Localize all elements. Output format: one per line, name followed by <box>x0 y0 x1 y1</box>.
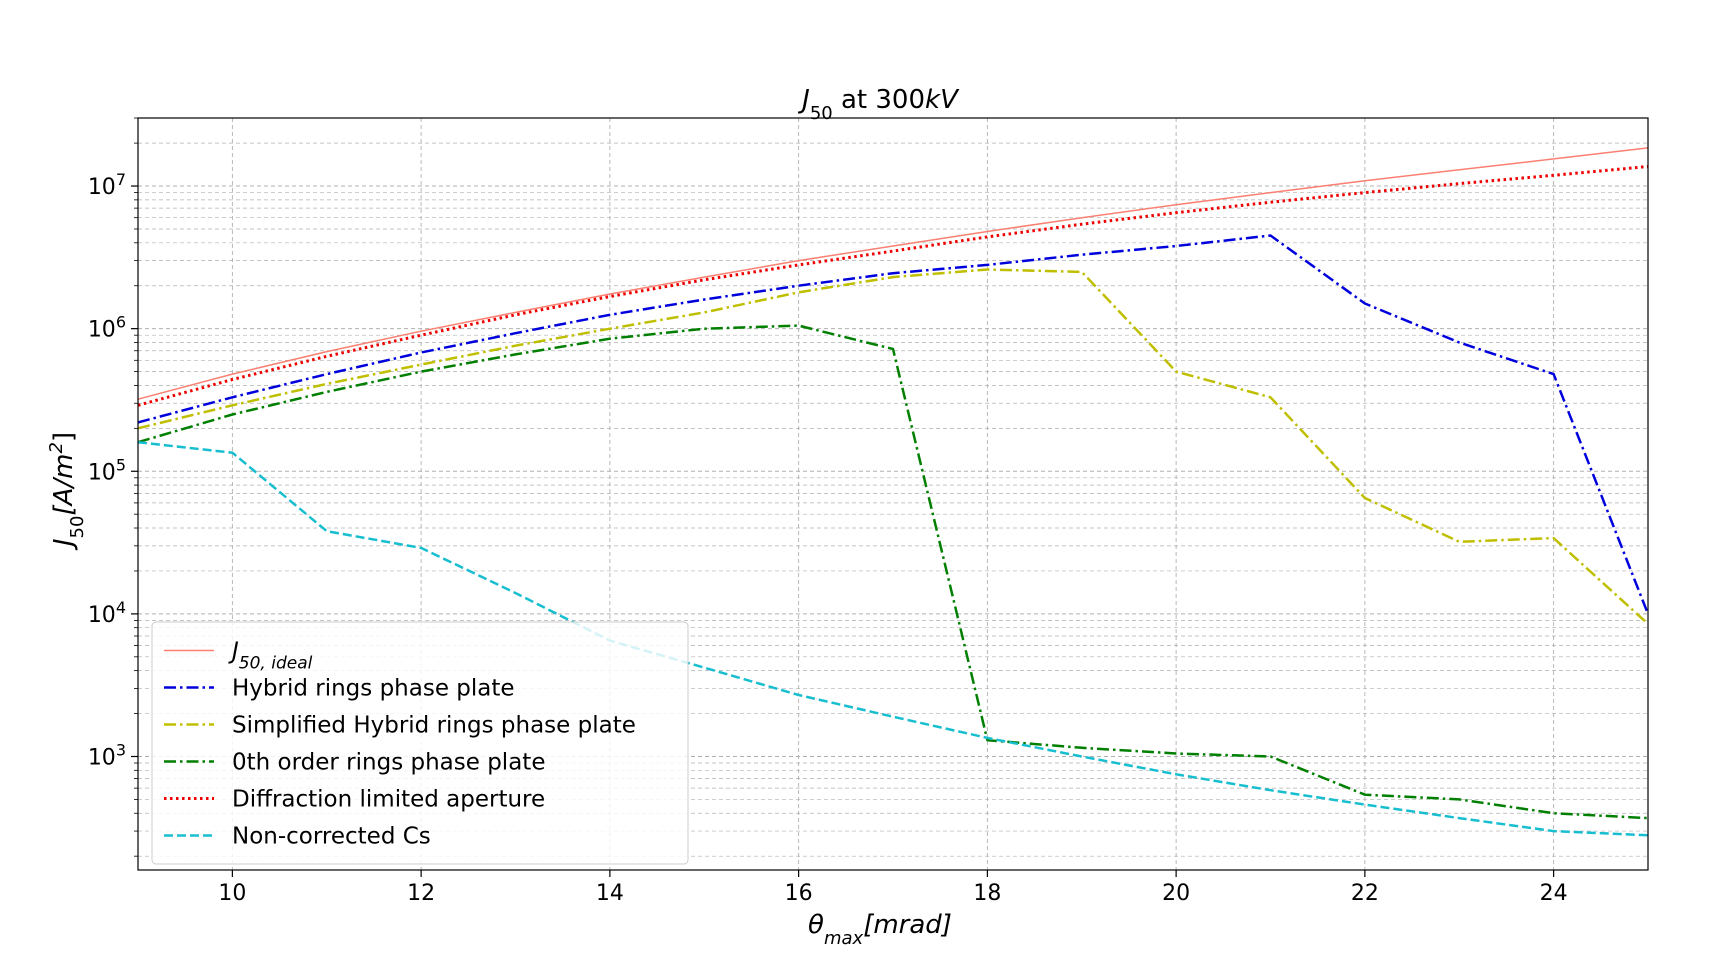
series-line-5 <box>137 440 1649 837</box>
y-tick-label-1000: 103 <box>88 740 126 771</box>
x-axis: 10 12 14 16 18 20 22 24 <box>218 870 1568 906</box>
ylabel-end: ] <box>49 432 79 442</box>
x-tick-label-24: 24 <box>1540 881 1568 906</box>
x-tick-label-22: 22 <box>1351 881 1379 906</box>
y-tick-label-1000000: 106 <box>88 312 126 343</box>
x-tick-label-12: 12 <box>407 881 435 906</box>
x-tick-label-14: 14 <box>596 881 624 906</box>
x-tick-label-16: 16 <box>785 881 813 906</box>
title-base: J <box>797 85 810 115</box>
xlabel-rest: [mrad] <box>863 910 952 940</box>
xlabel-sub: max <box>824 928 864 949</box>
ylabel-sub: 50 <box>67 516 88 539</box>
x-tick-label-10: 10 <box>218 881 246 906</box>
ylabel-sup: 2 <box>46 442 67 453</box>
title-unit: kV <box>925 85 960 115</box>
legend-label-3: 0th order rings phase plate <box>232 750 545 776</box>
x-axis-label: θmax[mrad] <box>808 910 952 949</box>
ylabel-rest: [A/m <box>49 454 79 516</box>
plot-frame <box>137 117 1649 871</box>
title-sub: 50 <box>810 103 833 124</box>
legend-box <box>151 621 689 865</box>
series-line-2 <box>137 268 1649 625</box>
xlabel-base: θ <box>808 910 824 940</box>
y-tick-label-10000000: 107 <box>88 170 126 201</box>
y-axis: 103 104 105 106 107 <box>88 117 138 857</box>
series-line-0 <box>137 147 1649 400</box>
legend-label-4: Diffraction limited aperture <box>232 787 545 813</box>
series-line-1 <box>137 234 1650 615</box>
y-tick-label-10000: 104 <box>88 597 126 628</box>
series-line-4 <box>137 165 1649 407</box>
series-line-3 <box>137 324 1649 820</box>
y-axis-label: J50[A/m2] <box>46 432 88 551</box>
y-tick-label-100000: 105 <box>88 455 126 486</box>
legend-label-5: Non-corrected Cs <box>232 824 431 850</box>
title-mid: at 300 <box>833 85 925 115</box>
legend-label-0: J50, ideal <box>228 639 313 674</box>
series-layer <box>137 147 1650 837</box>
ylabel-base: J <box>49 538 79 551</box>
legend-label-1: Hybrid rings phase plate <box>232 676 515 702</box>
x-tick-label-20: 20 <box>1162 881 1190 906</box>
legend-label-2: Simplified Hybrid rings phase plate <box>232 713 636 739</box>
x-tick-label-18: 18 <box>973 881 1001 906</box>
